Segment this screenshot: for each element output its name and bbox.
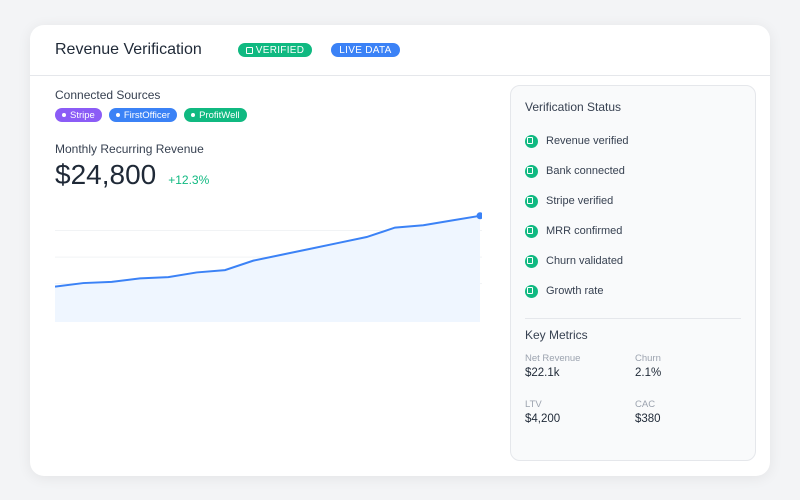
status-item-label: Growth rate xyxy=(546,285,604,297)
chart-series-line xyxy=(55,214,481,288)
source-pill-stripe[interactable]: Stripe xyxy=(55,108,102,122)
key-metrics-grid: Net Revenue $22.1k Churn 2.1% LTV $4,200… xyxy=(525,353,741,425)
verification-panel: Verification Status Revenue verified Ban… xyxy=(510,85,756,461)
status-item-stripe-verified: Stripe verified xyxy=(525,186,741,216)
metric-label: CAC xyxy=(635,399,656,410)
mrr-label: Monthly Recurring Revenue xyxy=(55,142,204,156)
metric-cac: CAC $380 xyxy=(635,399,735,425)
mrr-change: +12.3% xyxy=(168,173,210,187)
metric-label: Net Revenue xyxy=(525,353,581,364)
check-circle-icon xyxy=(525,224,538,238)
live-data-badge: LIVE DATA xyxy=(331,43,400,57)
live-data-badge-label: LIVE DATA xyxy=(339,44,392,56)
connected-sources-label: Connected Sources xyxy=(55,88,161,102)
check-circle-icon xyxy=(525,194,538,208)
status-item-label: Stripe verified xyxy=(546,195,614,207)
mrr-chart xyxy=(55,212,483,322)
source-pill-label: ProfitWell xyxy=(199,109,240,121)
key-metrics-title: Key Metrics xyxy=(525,328,588,342)
metric-churn: Churn 2.1% xyxy=(635,353,735,379)
verification-status-title: Verification Status xyxy=(525,100,622,114)
metric-value: $22.1k xyxy=(525,367,560,379)
metric-label: Churn xyxy=(635,353,661,364)
card-header: Revenue Verification VERIFIED LIVE DATA xyxy=(30,25,770,76)
source-pill-label: Stripe xyxy=(70,109,95,121)
revenue-overview: Connected Sources Stripe FirstOfficer Pr… xyxy=(55,88,485,191)
page-title: Revenue Verification xyxy=(55,41,202,58)
check-circle-icon xyxy=(525,254,538,268)
source-pill-profitwell[interactable]: ProfitWell xyxy=(184,108,247,122)
metric-ltv: LTV $4,200 xyxy=(525,399,635,425)
check-circle-icon xyxy=(525,164,538,178)
status-item-bank-connected: Bank connected xyxy=(525,156,741,186)
status-item-label: Bank connected xyxy=(546,165,625,177)
status-item-mrr-confirmed: MRR confirmed xyxy=(525,216,741,246)
verification-status-list: Revenue verified Bank connected Stripe v… xyxy=(525,126,741,306)
panel-divider xyxy=(525,318,741,319)
metric-net-revenue: Net Revenue $22.1k xyxy=(525,353,635,379)
mrr-value: $24,800 xyxy=(55,159,157,190)
chart-area-fill xyxy=(55,215,480,322)
source-pill-label: FirstOfficer xyxy=(123,109,171,121)
verified-badge-label: VERIFIED xyxy=(255,44,305,56)
status-item-growth-rate: Growth rate xyxy=(525,276,741,306)
mrr-row: $24,800 +12.3% xyxy=(55,159,485,191)
source-pill-firstofficer[interactable]: FirstOfficer xyxy=(108,108,178,122)
connected-sources-list: Stripe FirstOfficer ProfitWell xyxy=(55,108,485,122)
check-circle-icon xyxy=(525,284,538,298)
metric-value: $4,200 xyxy=(525,413,561,425)
dot-icon xyxy=(115,113,120,117)
dot-icon xyxy=(191,113,196,117)
dot-icon xyxy=(62,113,66,117)
checkbox-icon xyxy=(245,46,253,54)
verified-badge: VERIFIED xyxy=(237,43,313,57)
status-item-revenue-verified: Revenue verified xyxy=(525,126,741,156)
metric-label: LTV xyxy=(525,399,542,410)
metric-value: 2.1% xyxy=(635,367,662,379)
metric-value: $380 xyxy=(635,413,661,425)
status-item-label: Revenue verified xyxy=(546,135,629,147)
status-item-label: MRR confirmed xyxy=(546,225,623,237)
status-item-churn-validated: Churn validated xyxy=(525,246,741,276)
revenue-verification-card: Revenue Verification VERIFIED LIVE DATA … xyxy=(30,25,770,476)
status-item-label: Churn validated xyxy=(546,255,624,267)
check-circle-icon xyxy=(525,134,538,148)
chart-point-latest[interactable] xyxy=(476,212,483,220)
